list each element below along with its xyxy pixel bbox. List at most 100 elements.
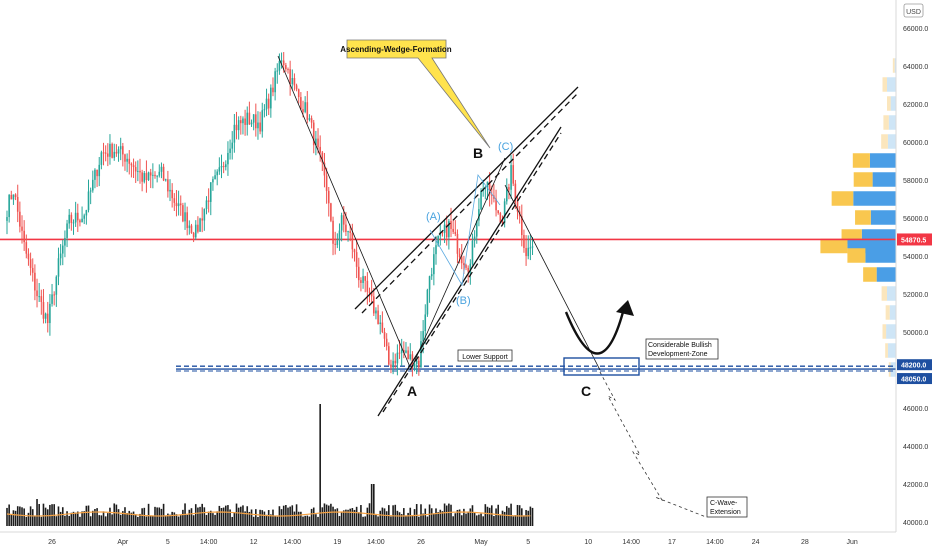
candle-body: [297, 89, 300, 98]
candle-body: [503, 201, 506, 223]
pattern-callout[interactable]: [346, 39, 491, 149]
volume-bar: [257, 516, 259, 526]
wedge-lower-line-solid[interactable]: [377, 126, 562, 417]
c-wave-extension-path[interactable]: [599, 371, 707, 518]
candle-body: [278, 61, 281, 71]
candle-body: [424, 314, 427, 332]
volume-bar: [68, 515, 71, 526]
volume-bar: [327, 505, 330, 526]
profile-bar-up: [882, 324, 887, 339]
trend-decline-line[interactable]: [277, 55, 411, 368]
projection-to-C-line[interactable]: [504, 184, 601, 371]
volume-bar: [197, 507, 199, 526]
y-tick-label: 44000.0: [903, 444, 928, 451]
volume-bar: [353, 509, 356, 526]
candle-body: [445, 224, 448, 238]
profile-bar-down: [887, 134, 896, 149]
profile-bar-up: [892, 58, 895, 73]
volume-bar: [186, 514, 188, 526]
volume-bar: [147, 503, 150, 526]
profile-bar-up: [831, 191, 854, 206]
currency-badge[interactable]: [903, 3, 924, 18]
profile-bar-up: [885, 305, 890, 320]
volume-bar: [143, 507, 146, 526]
profile-bar-down: [886, 324, 896, 339]
volume-bar: [317, 516, 319, 526]
volume-bar: [14, 510, 17, 526]
volume-bar: [360, 505, 362, 526]
x-tick-label: May: [474, 539, 488, 546]
candle-body: [261, 110, 264, 132]
volume-bar: [478, 514, 480, 526]
volume-bar: [300, 511, 302, 526]
candle-body: [23, 230, 25, 243]
volume-bar: [409, 507, 412, 526]
candle-body: [345, 224, 347, 232]
volume-bar: [233, 512, 236, 526]
volume-bar: [471, 505, 474, 526]
candle-body: [276, 70, 279, 72]
drawings: [277, 55, 707, 518]
profile-bar-up: [852, 153, 870, 168]
bullish-zone-box[interactable]: [563, 357, 640, 376]
candle-body: [529, 247, 532, 249]
candle-body: [357, 266, 360, 281]
candle-body: [370, 292, 373, 297]
candle-body: [68, 214, 71, 224]
volume-bar: [497, 504, 500, 526]
volume-bar: [527, 510, 530, 526]
candle-body: [403, 349, 405, 353]
candle-body: [59, 253, 62, 259]
volume-bar: [448, 503, 450, 526]
candle-body: [379, 322, 382, 324]
volume-bar: [250, 509, 253, 526]
candle-body: [490, 194, 493, 196]
bullish-curve[interactable]: [564, 311, 625, 355]
volume-bar: [428, 504, 431, 526]
wedge-upper-line-dashed[interactable]: [361, 92, 579, 314]
volume-bar: [424, 508, 427, 526]
current-price-label: 54870.5: [901, 237, 926, 244]
volume-bar: [141, 508, 143, 526]
volume-bar: [248, 511, 251, 526]
volume-bar: [484, 504, 487, 526]
candle-body: [87, 191, 90, 211]
candle-body: [119, 146, 122, 150]
candle-body: [122, 146, 124, 155]
volume-bar: [218, 505, 221, 526]
volume-bar: [433, 513, 435, 526]
candle-body: [96, 169, 98, 177]
volume-bar: [499, 515, 502, 526]
candle-body: [29, 259, 32, 268]
volume-bar: [96, 508, 98, 526]
volume-bar: [426, 516, 429, 526]
candle-body: [126, 158, 128, 162]
wedge-upper-line-solid[interactable]: [354, 86, 579, 310]
candle-body: [323, 162, 326, 176]
volume-bar: [390, 516, 392, 526]
y-tick-label: 56000.0: [903, 216, 928, 223]
wedge-lower-line-dashed[interactable]: [382, 132, 562, 413]
sub-wave-path: [429, 173, 501, 287]
x-tick-label: 14:00: [200, 539, 218, 546]
candle-body: [505, 187, 508, 202]
candle-body: [111, 143, 113, 158]
candle-body: [31, 267, 34, 273]
volume-bar: [370, 484, 373, 526]
candle-body: [100, 152, 103, 165]
volume-bar: [304, 515, 306, 526]
volume-bar: [265, 514, 268, 526]
trend-rise-line[interactable]: [411, 157, 506, 368]
volume-bar: [456, 509, 459, 526]
candle-body: [398, 352, 401, 354]
candle-body: [139, 170, 141, 173]
profile-bar-down: [853, 191, 896, 206]
volume-bar: [132, 511, 135, 526]
volume-bar: [40, 516, 43, 526]
volume-bar: [229, 509, 231, 526]
volume-bar: [270, 514, 272, 526]
candle-body: [147, 172, 150, 181]
volume-bar: [162, 503, 165, 526]
y-tick-label: 54000.0: [903, 254, 928, 261]
